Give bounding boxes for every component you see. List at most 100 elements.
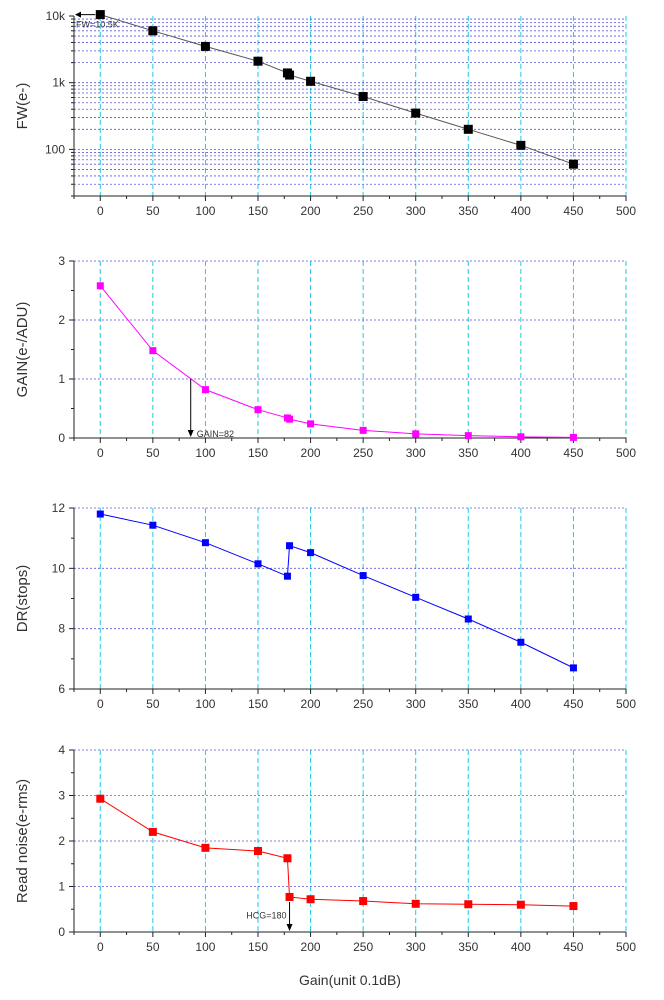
data-point: [149, 347, 157, 355]
y-tick-label: 0: [58, 925, 65, 939]
chart-panel-1: 0 50 100 150 200 250 300 350 400 450 500 100 1k 10k FW…: [14, 9, 636, 218]
annotation-arrowhead: [75, 11, 81, 18]
annotation-label: HCG=180: [246, 910, 286, 920]
data-point: [285, 70, 295, 80]
data-point: [149, 521, 157, 529]
y-tick-label: 10k: [46, 9, 66, 23]
series-line: [100, 798, 574, 907]
data-point: [411, 108, 421, 118]
data-point: [96, 794, 105, 803]
data-point: [516, 900, 525, 909]
x-tick-label: 400: [511, 940, 531, 954]
series-line: [100, 513, 574, 669]
y-tick-label: 1k: [52, 76, 66, 90]
x-tick-label: 150: [248, 204, 268, 218]
annotation-label: GAIN=82: [197, 429, 234, 439]
y-axis-title: DR(stops): [14, 565, 31, 633]
x-tick-label: 200: [301, 204, 321, 218]
y-tick-label: 6: [58, 682, 65, 696]
x-tick-label: 200: [301, 940, 321, 954]
x-tick-label: 100: [195, 204, 215, 218]
x-tick-label: 500: [616, 204, 636, 218]
data-point: [463, 124, 473, 134]
data-point: [286, 415, 294, 423]
x-tick-label: 300: [406, 446, 426, 460]
x-tick-label: 450: [563, 446, 583, 460]
annotation-arrowhead: [187, 430, 194, 437]
data-point: [96, 282, 104, 290]
data-point: [200, 41, 210, 51]
x-tick-label: 100: [195, 446, 215, 460]
x-tick-label: 150: [248, 697, 268, 711]
y-tick-label: 2: [58, 313, 65, 327]
y-tick-label: 12: [52, 501, 66, 515]
data-point: [464, 615, 472, 623]
x-tick-label: 50: [146, 446, 160, 460]
y-tick-label: 4: [58, 743, 65, 757]
data-point: [286, 542, 294, 550]
data-point: [358, 92, 368, 102]
x-tick-label: 150: [248, 446, 268, 460]
x-tick-label: 50: [146, 697, 160, 711]
y-tick-label: 3: [58, 254, 65, 268]
x-tick-label: 0: [97, 204, 104, 218]
data-point: [569, 433, 577, 441]
x-tick-label: 350: [458, 940, 478, 954]
data-point: [464, 900, 473, 909]
annotation-label: FW=10.5K: [76, 20, 119, 30]
y-tick-label: 0: [58, 431, 65, 445]
x-tick-label: 350: [458, 697, 478, 711]
x-tick-label: 400: [511, 204, 531, 218]
y-axis-title: FW(e-): [14, 83, 31, 130]
x-tick-label: 300: [406, 204, 426, 218]
x-tick-label: 200: [301, 697, 321, 711]
data-point: [359, 572, 367, 580]
data-point: [254, 406, 262, 414]
data-point: [283, 854, 292, 863]
series-line: [99, 285, 574, 438]
x-tick-label: 300: [406, 697, 426, 711]
data-point: [201, 843, 210, 852]
x-axis-title: Gain(unit 0.1dB): [299, 972, 401, 988]
x-tick-label: 350: [458, 204, 478, 218]
y-tick-label: 1: [58, 372, 65, 386]
y-tick-label: 1: [58, 880, 65, 894]
x-tick-label: 500: [616, 940, 636, 954]
x-tick-label: 200: [301, 446, 321, 460]
x-tick-label: 0: [97, 446, 104, 460]
y-axis-title: GAIN(e-/ADU): [14, 302, 31, 398]
y-tick-label: 10: [52, 561, 66, 575]
data-point: [516, 140, 526, 150]
data-point: [306, 76, 316, 86]
x-tick-label: 50: [146, 204, 160, 218]
chart-panel-3: 0 50 100 150 200 250 300 350 400 450 500 6 8 10 12 DR(s…: [14, 501, 636, 711]
series-line: [100, 14, 574, 165]
data-point: [359, 897, 368, 906]
chart-panel-4: 0 50 100 150 200 250 300 350 400 450 500 0 1 2 3 4 Read …: [14, 743, 636, 988]
y-tick-label: 2: [58, 834, 65, 848]
data-point: [253, 56, 263, 66]
data-point: [95, 10, 105, 20]
x-tick-label: 0: [97, 940, 104, 954]
x-tick-label: 50: [146, 940, 160, 954]
data-point: [569, 902, 578, 911]
data-point: [412, 593, 420, 601]
annotation-arrowhead: [286, 924, 293, 931]
data-point: [359, 426, 367, 434]
x-tick-label: 250: [353, 204, 373, 218]
x-tick-label: 450: [563, 697, 583, 711]
chart-panel-2: 0 50 100 150 200 250 300 350 400 450 500 0 1 2 3 GAIN(e…: [14, 254, 636, 460]
y-tick-label: 3: [58, 789, 65, 803]
y-tick-label: 100: [45, 142, 65, 156]
data-point: [306, 895, 315, 904]
data-point: [254, 847, 262, 856]
x-tick-label: 500: [616, 697, 636, 711]
data-point: [307, 420, 315, 428]
x-tick-label: 400: [511, 446, 531, 460]
data-point: [307, 549, 315, 557]
data-point: [568, 159, 578, 169]
x-tick-label: 250: [353, 446, 373, 460]
x-tick-label: 100: [195, 940, 215, 954]
data-point: [517, 433, 525, 441]
